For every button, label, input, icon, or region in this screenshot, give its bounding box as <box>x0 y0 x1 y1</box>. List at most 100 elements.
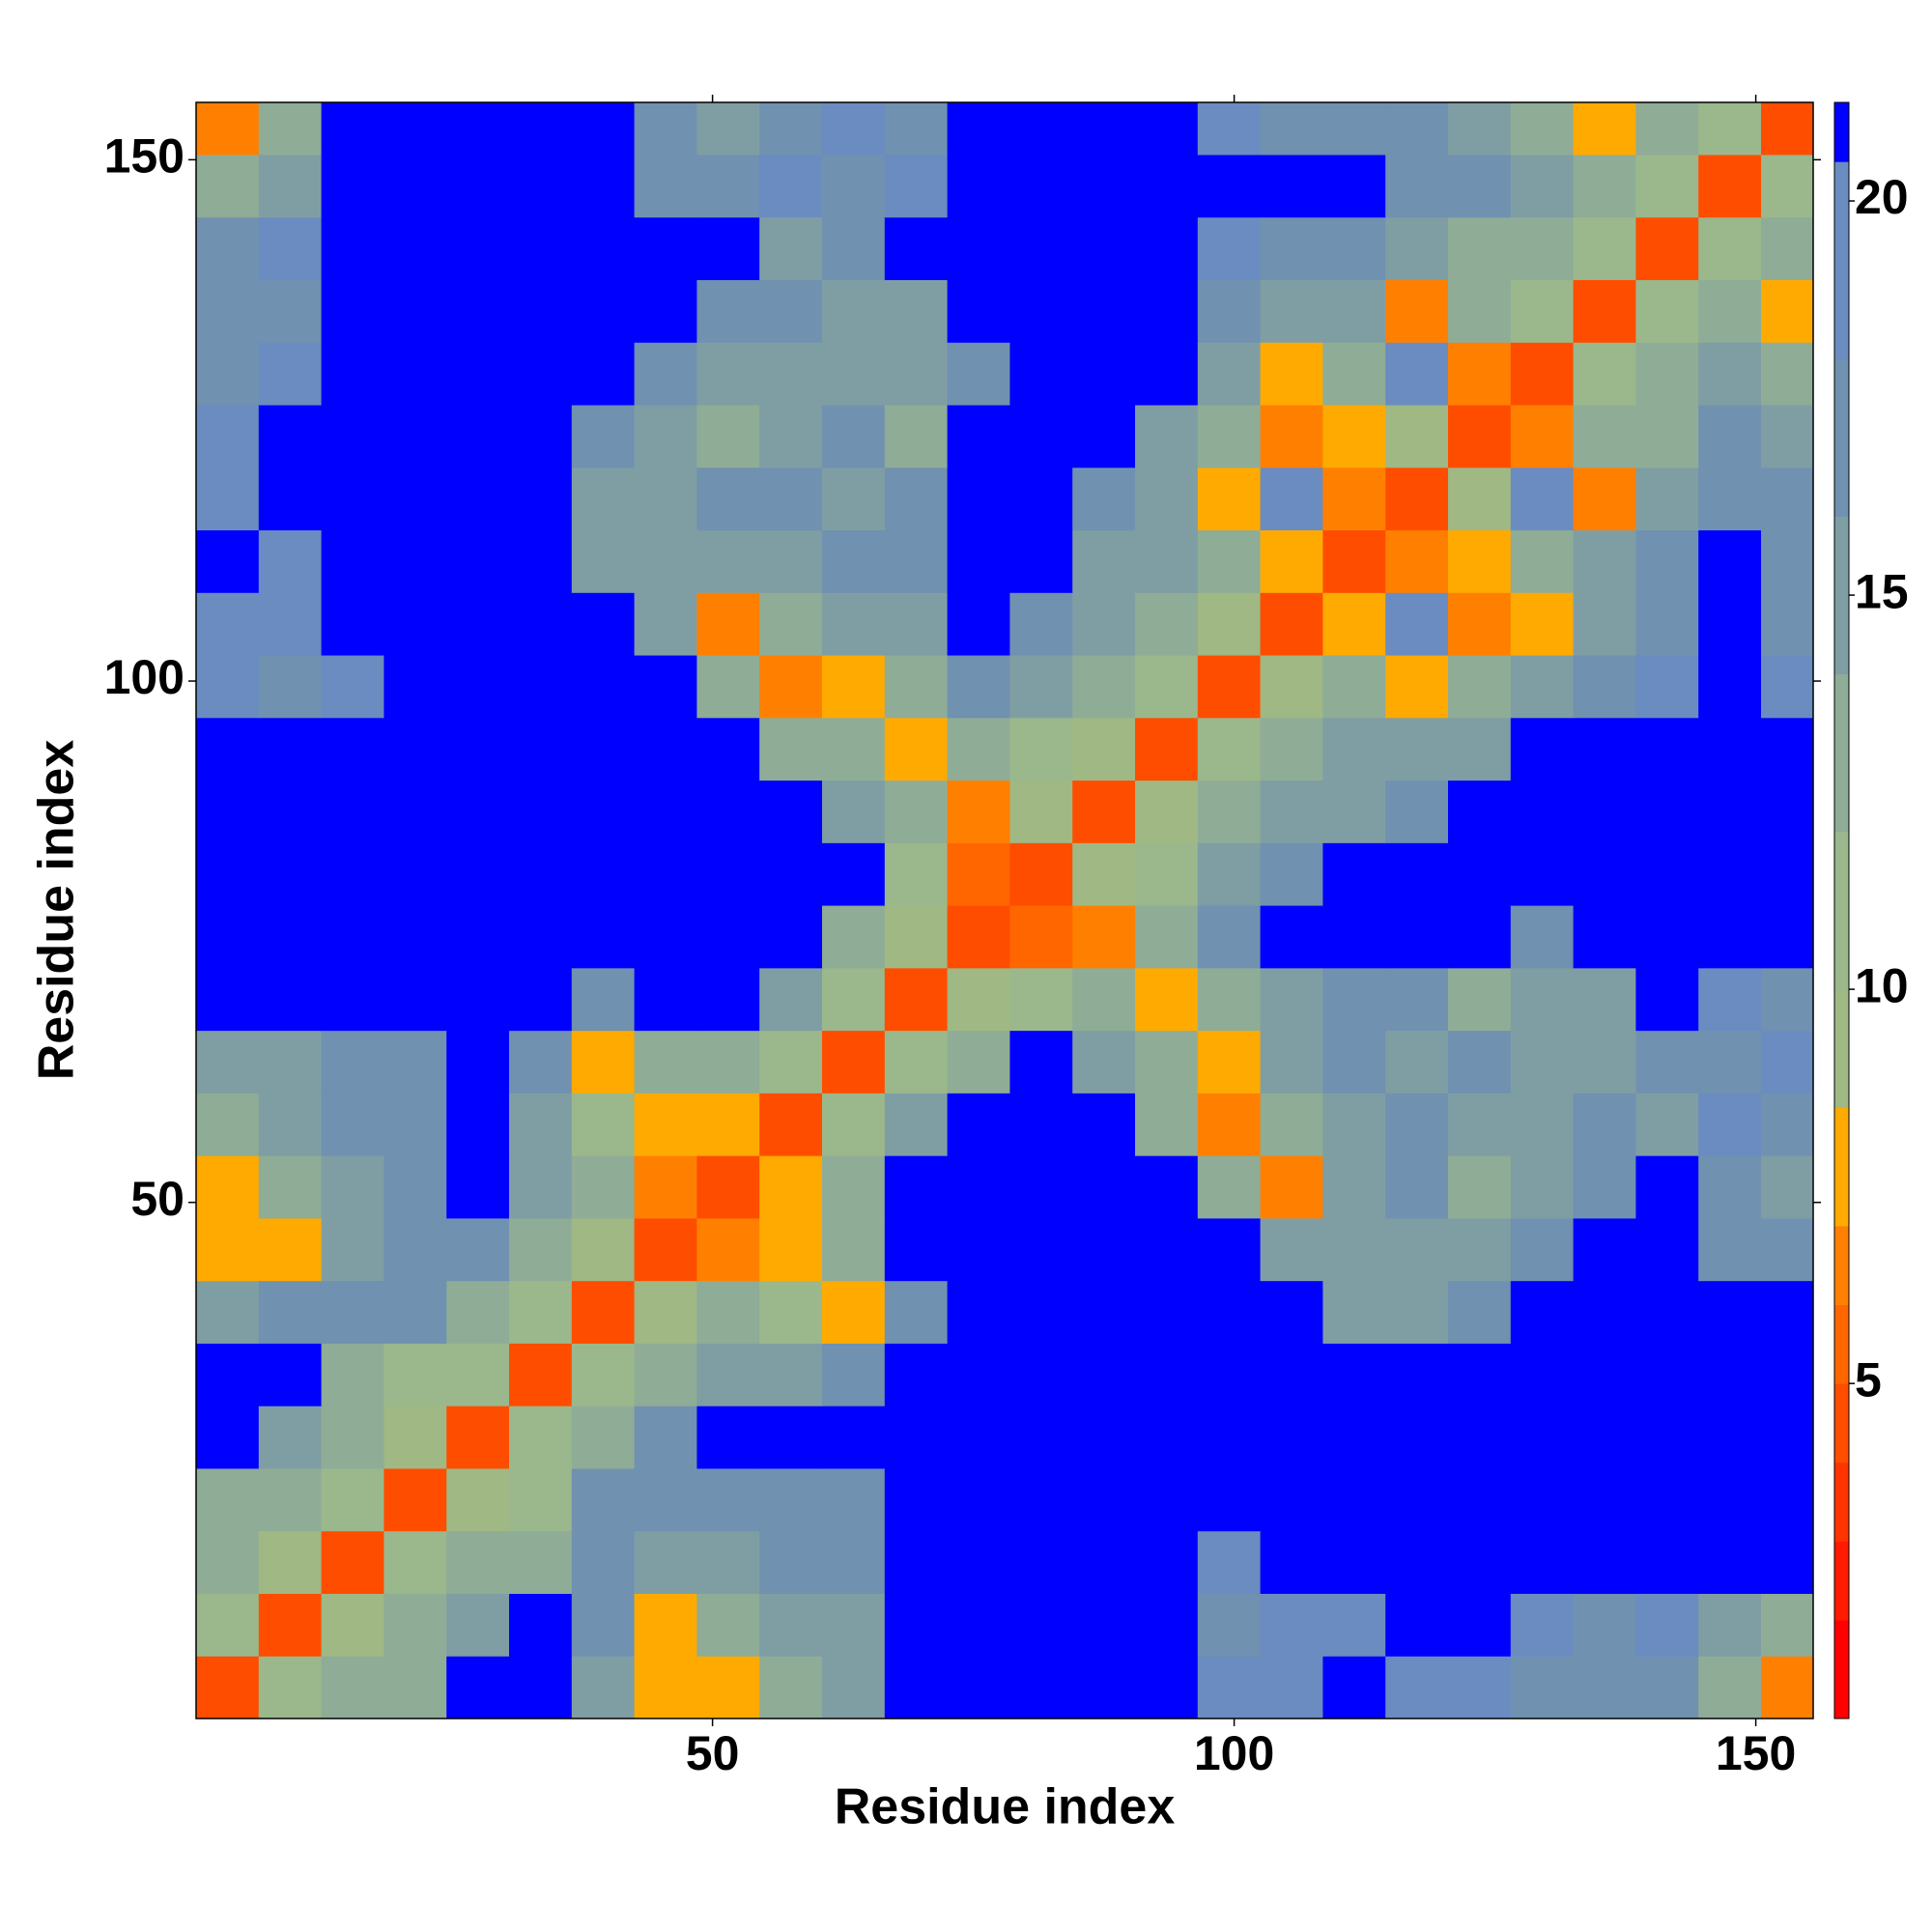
heatmap-cell <box>884 279 949 343</box>
heatmap-cell <box>384 905 447 969</box>
heatmap-cell <box>1135 1530 1199 1594</box>
heatmap-cell <box>384 592 447 656</box>
heatmap-cell <box>696 102 760 156</box>
heatmap-cell <box>446 154 510 218</box>
heatmap-cell <box>1009 529 1073 593</box>
heatmap-cell <box>1385 1217 1449 1282</box>
heatmap-cell <box>1197 279 1262 343</box>
heatmap-cell <box>1448 655 1512 719</box>
heatmap-cell <box>884 1280 949 1344</box>
heatmap-cell <box>634 154 697 218</box>
heatmap-cell <box>759 1530 823 1594</box>
heatmap-cell <box>1573 1593 1636 1657</box>
heatmap-cell <box>884 154 949 218</box>
heatmap-cell <box>1510 905 1575 969</box>
heatmap-cell <box>384 655 447 719</box>
heatmap-cell <box>1009 216 1073 280</box>
heatmap-cell <box>1448 216 1512 280</box>
heatmap-cell <box>1260 1280 1323 1344</box>
heatmap-cell <box>1197 1093 1262 1156</box>
heatmap-cell <box>1635 279 1699 343</box>
heatmap-cell <box>509 279 573 343</box>
heatmap-cell <box>1197 1280 1262 1344</box>
heatmap-cell <box>258 529 323 593</box>
heatmap-cell <box>1009 279 1073 343</box>
heatmap-cell <box>1385 1093 1449 1156</box>
heatmap-cell <box>822 717 886 781</box>
heatmap-cell <box>258 842 323 906</box>
heatmap-cell <box>1072 1093 1136 1156</box>
heatmap-cell <box>509 529 573 593</box>
heatmap-cell <box>1510 1093 1575 1156</box>
heatmap-cell <box>1573 592 1636 656</box>
heatmap-cell <box>1448 1467 1512 1532</box>
heatmap-cell <box>384 467 447 531</box>
heatmap-cell <box>1761 1030 1813 1094</box>
heatmap-cell <box>1197 216 1262 280</box>
heatmap-cell <box>1072 405 1136 469</box>
heatmap-cell <box>759 1280 823 1344</box>
heatmap-cell <box>1698 1467 1762 1532</box>
heatmap-cell <box>696 842 760 906</box>
heatmap-cell <box>1322 1030 1386 1094</box>
heatmap-cell <box>509 1155 573 1219</box>
heatmap-cell <box>1135 154 1199 218</box>
heatmap-cell <box>884 1217 949 1282</box>
heatmap-cell <box>446 467 510 531</box>
heatmap-cell <box>1009 842 1073 906</box>
heatmap-cell <box>884 967 949 1032</box>
heatmap-cell <box>1197 1155 1262 1219</box>
heatmap-cell <box>759 405 823 469</box>
heatmap-cell <box>1322 1280 1386 1344</box>
heatmap-cell <box>1385 717 1449 781</box>
heatmap-cell <box>1009 1593 1073 1657</box>
heatmap-cell <box>1322 467 1386 531</box>
heatmap-cell <box>196 1217 260 1282</box>
heatmap-cell <box>384 1217 447 1282</box>
heatmap-cell <box>1072 342 1136 406</box>
heatmap-cell <box>321 1155 384 1219</box>
colorbar-band <box>1834 1383 1849 1463</box>
heatmap-cell <box>509 405 573 469</box>
heatmap-cell <box>1510 1656 1575 1719</box>
heatmap-cell <box>634 1467 697 1532</box>
heatmap-cell <box>1260 1467 1323 1532</box>
heatmap-cell <box>1385 1530 1449 1594</box>
heatmap-cell <box>1698 1093 1762 1156</box>
heatmap-cell <box>696 905 760 969</box>
heatmap-cell <box>1698 1593 1762 1657</box>
heatmap-cell <box>1135 102 1199 156</box>
heatmap-cell <box>1761 967 1813 1032</box>
heatmap-cell <box>571 842 636 906</box>
heatmap-cell <box>1009 102 1073 156</box>
heatmap-cell <box>509 1467 573 1532</box>
heatmap-cell <box>196 780 260 843</box>
heatmap-cell <box>571 1593 636 1657</box>
heatmap-cell <box>947 342 1010 406</box>
heatmap-cell <box>1197 1030 1262 1094</box>
heatmap-cell <box>321 780 384 843</box>
heatmap-cell <box>759 1093 823 1156</box>
heatmap-cell <box>1260 842 1323 906</box>
heatmap-cell <box>571 905 636 969</box>
heatmap-cell <box>884 1593 949 1657</box>
heatmap-cell <box>1385 279 1449 343</box>
heatmap-cell <box>509 467 573 531</box>
heatmap-cell <box>1385 1030 1449 1094</box>
heatmap-cell <box>696 780 760 843</box>
heatmap-cell <box>384 279 447 343</box>
heatmap-cell <box>884 1155 949 1219</box>
heatmap <box>196 102 1813 1719</box>
heatmap-cell <box>1009 592 1073 656</box>
heatmap-cell <box>384 1656 447 1719</box>
heatmap-cell <box>822 467 886 531</box>
heatmap-cell <box>384 1093 447 1156</box>
heatmap-cell <box>1635 1280 1699 1344</box>
heatmap-cell <box>1385 592 1449 656</box>
heatmap-cell <box>759 342 823 406</box>
heatmap-cell <box>1698 717 1762 781</box>
heatmap-cell <box>759 1155 823 1219</box>
heatmap-cell <box>446 1406 510 1469</box>
heatmap-cell <box>1761 1093 1813 1156</box>
heatmap-cell <box>258 717 323 781</box>
